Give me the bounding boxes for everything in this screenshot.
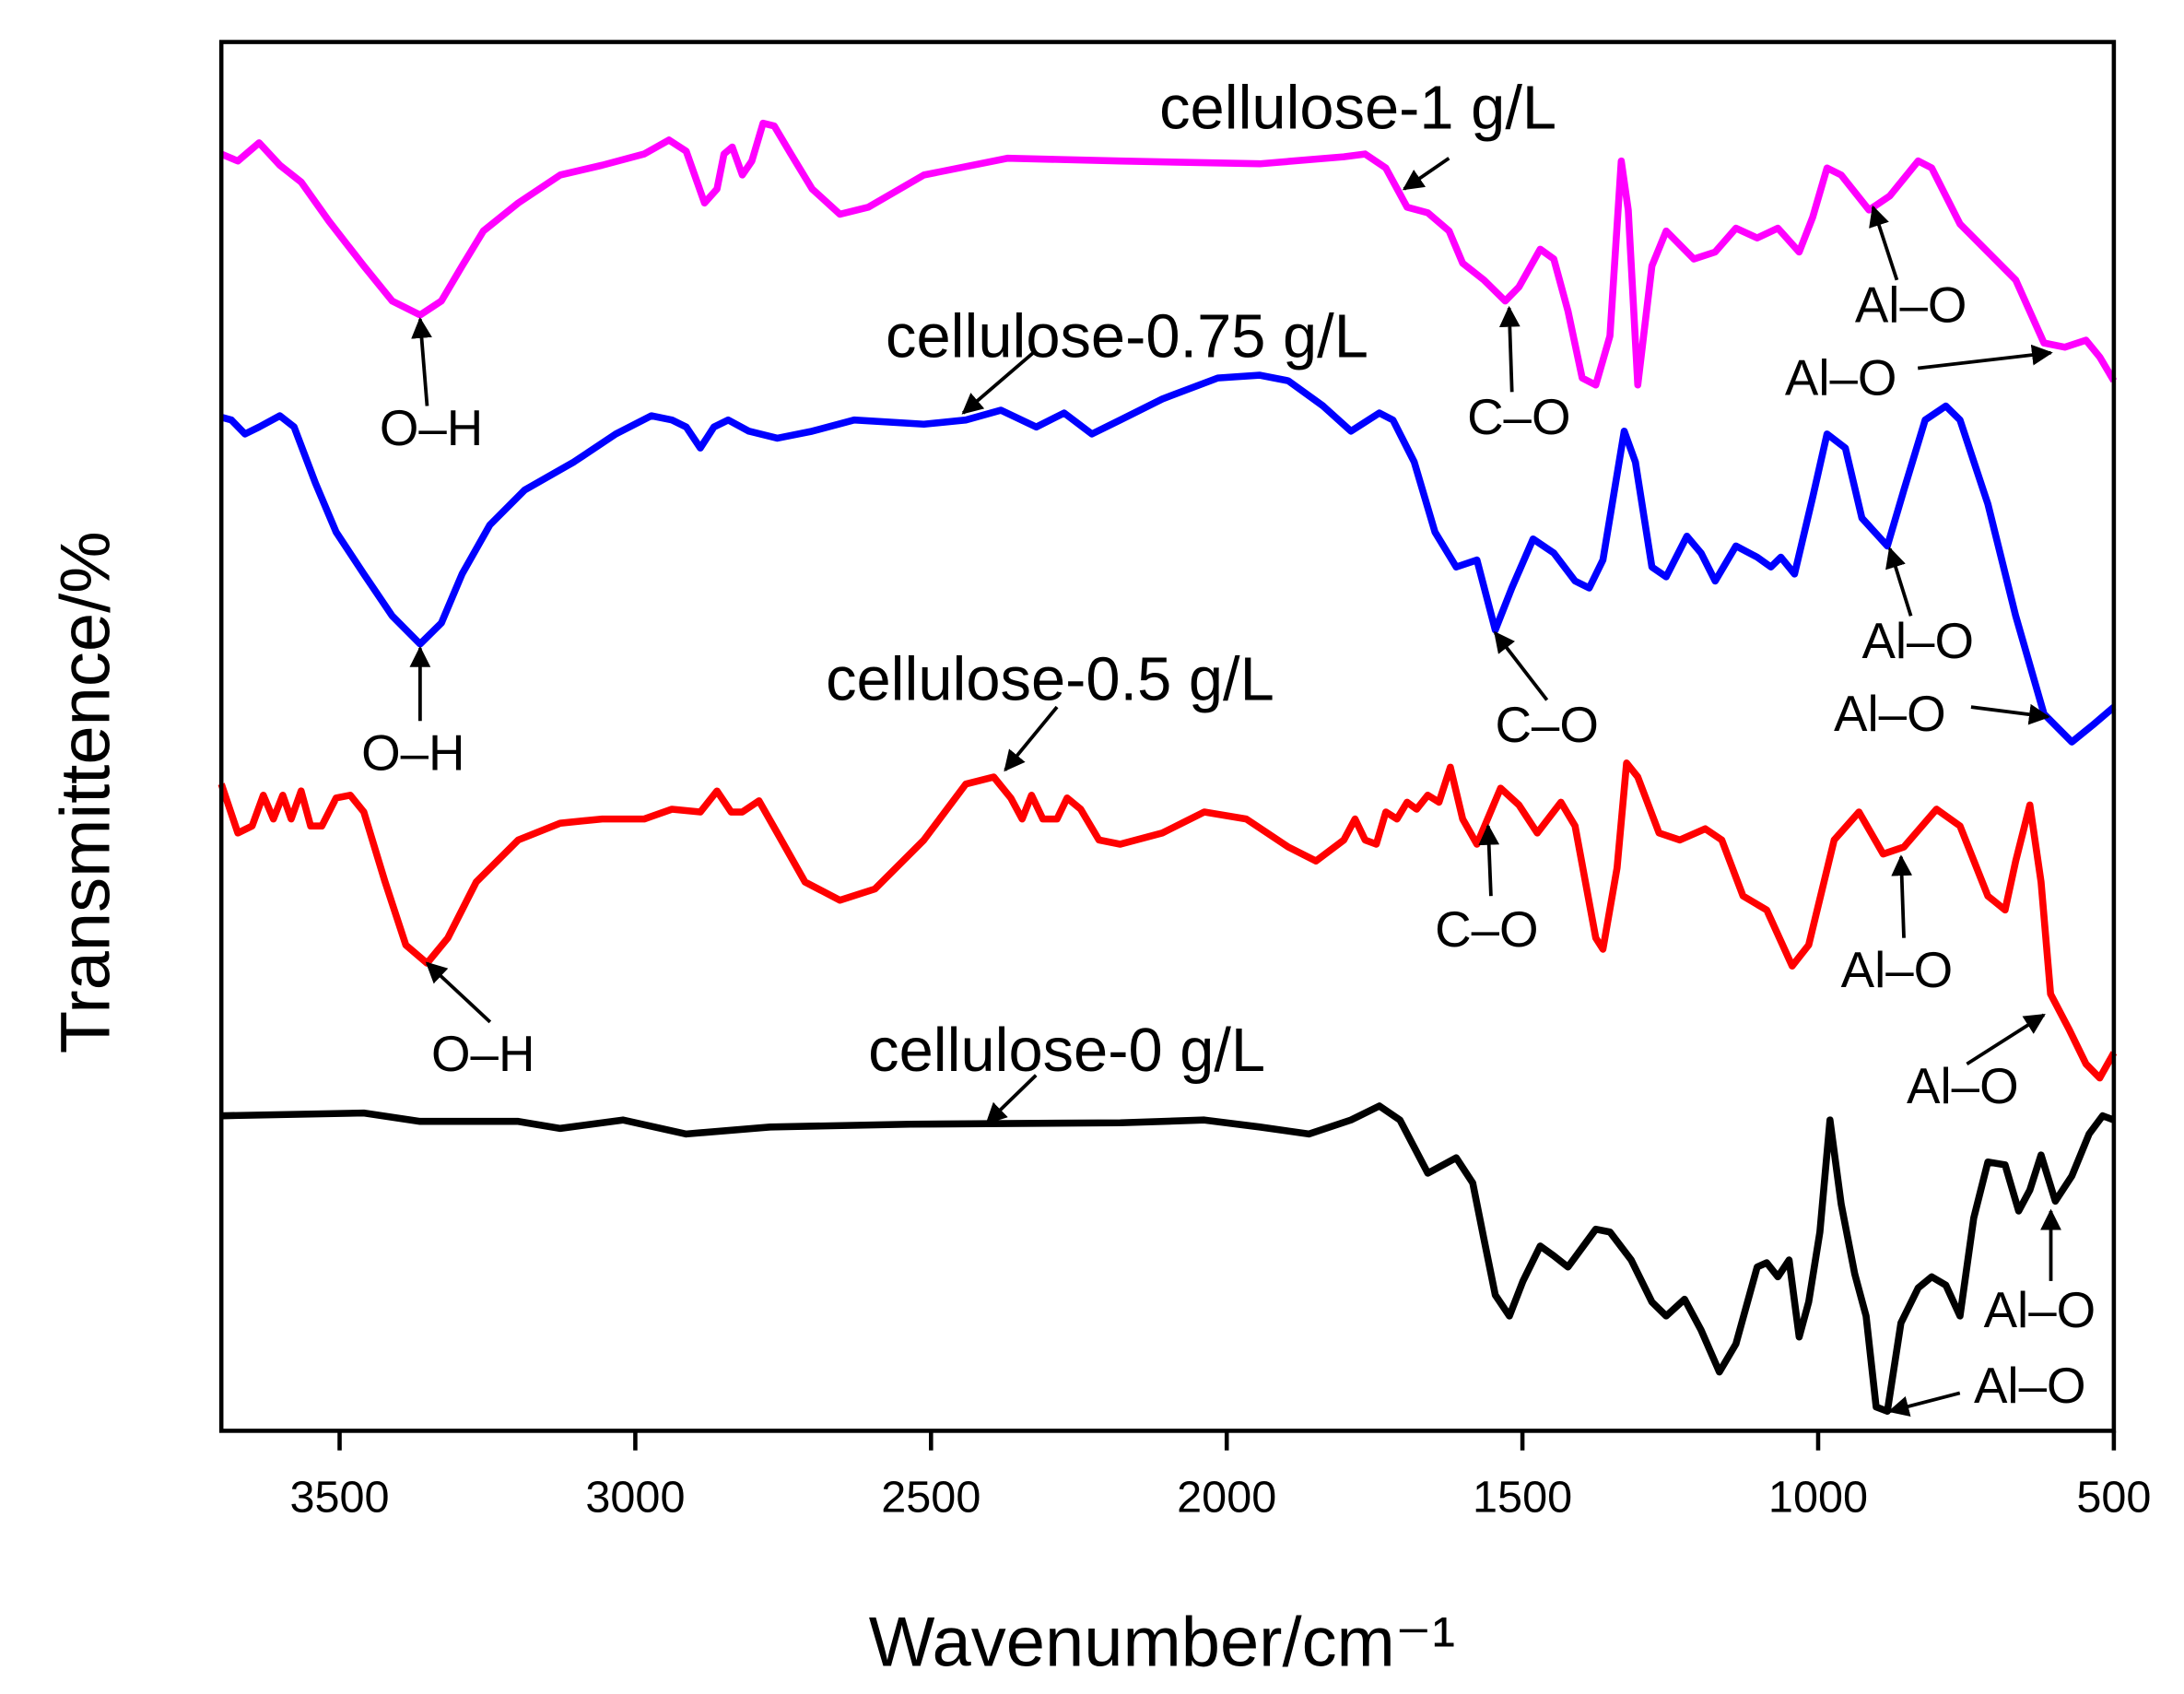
annotation-arrow: [1891, 854, 1913, 938]
x-tick-label: 1500: [1473, 1473, 1572, 1523]
annotation-arrow: [1493, 630, 1549, 701]
annotation-arrow: [1869, 205, 1899, 281]
band-annotation: Al–O: [1974, 1357, 2086, 1414]
x-tick-label: 1000: [1768, 1473, 1868, 1523]
series-label: cellulose-0.5 g/L: [826, 646, 1274, 714]
label-arrow: [1004, 705, 1059, 772]
band-annotation: Al–O: [1907, 1057, 2019, 1114]
label-arrow: [985, 1074, 1038, 1124]
x-tick-label: 500: [2076, 1473, 2151, 1523]
annotation-arrow: [1478, 823, 1500, 897]
annotation-arrow: [1917, 344, 2053, 371]
annotation-arrow: [411, 317, 432, 406]
band-annotation: O–H: [431, 1025, 534, 1082]
y-axis-label: Transmittence/%: [47, 531, 125, 1053]
plot-frame: [218, 40, 2117, 1433]
band-annotation: Al–O: [1785, 348, 1897, 406]
band-annotation: Al–O: [1984, 1281, 2096, 1338]
annotation-arrow: [1966, 1013, 2046, 1066]
band-annotation: Al–O: [1855, 276, 1967, 333]
band-annotation: Al–O: [1834, 685, 1946, 742]
spectrum-line: [220, 371, 2117, 746]
annotation-arrow: [425, 961, 492, 1024]
label-arrow: [961, 351, 1035, 415]
x-tick-label: 2500: [881, 1473, 980, 1523]
x-axis-label: Wavenumber/cm⁻¹: [869, 1604, 1455, 1682]
band-annotation: Al–O: [1861, 612, 1974, 669]
x-tick-label: 3500: [289, 1473, 389, 1523]
spectrum-line: [221, 1102, 2116, 1415]
annotation-arrow: [1885, 547, 1913, 617]
annotation-arrow: [1887, 1391, 1961, 1418]
x-tick-label: 3000: [585, 1473, 685, 1523]
spectrum-line: [217, 759, 2118, 1082]
band-annotation: C–O: [1435, 900, 1538, 958]
series-label: cellulose-0 g/L: [868, 1017, 1265, 1085]
series-label: cellulose-1 g/L: [1159, 75, 1556, 143]
band-annotation: Al–O: [1841, 941, 1954, 998]
band-annotation: O–H: [361, 723, 464, 781]
annotation-arrow: [1498, 305, 1521, 393]
band-annotation: C–O: [1495, 696, 1598, 753]
band-annotation: O–H: [380, 399, 483, 456]
x-tick-label: 2000: [1177, 1473, 1276, 1523]
band-annotation: C–O: [1467, 388, 1570, 445]
spectrum-line: [219, 119, 2118, 389]
annotation-arrow: [1970, 703, 2050, 725]
series-label: cellulose-0.75 g/L: [886, 302, 1368, 371]
label-arrow: [1402, 157, 1450, 191]
